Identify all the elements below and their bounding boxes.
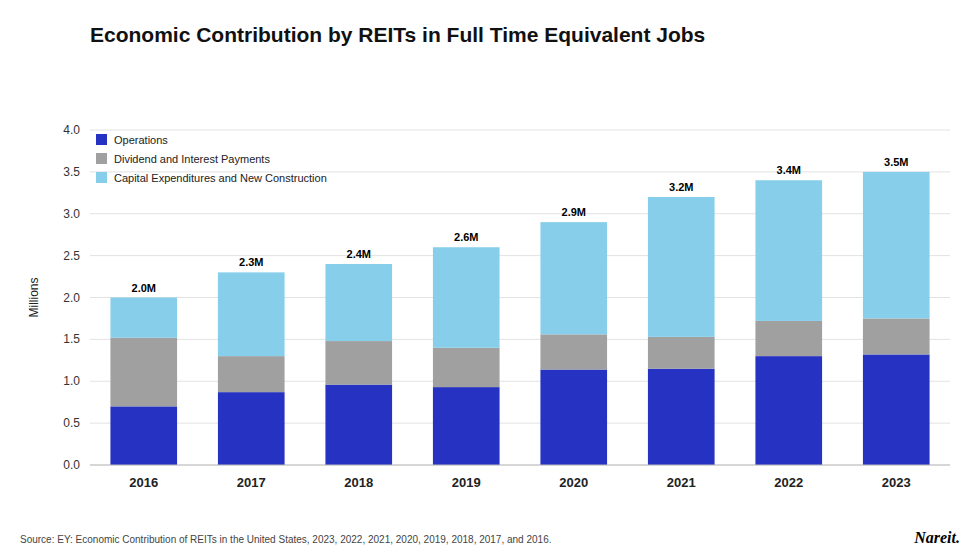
legend: Operations Dividend and Interest Payments…	[96, 134, 327, 184]
y-tick-label: 1.5	[63, 332, 80, 346]
y-axis-label: Millions	[27, 277, 41, 317]
bar-segment	[110, 338, 177, 407]
bar-segment	[325, 385, 392, 465]
bar-segment	[755, 356, 822, 465]
bar-segment	[433, 247, 500, 348]
y-grid	[90, 130, 950, 465]
total-label: 3.4M	[777, 164, 801, 176]
bar-segment	[755, 321, 822, 356]
y-tick-label: 3.5	[63, 165, 80, 179]
legend-item: Capital Expenditures and New Constructio…	[96, 172, 327, 184]
y-tick-label: 2.5	[63, 249, 80, 263]
bar-segment	[540, 334, 607, 369]
chart-svg: Economic Contribution by REITs in Full T…	[0, 0, 980, 551]
x-axis-line	[90, 465, 950, 466]
total-label: 2.9M	[562, 206, 586, 218]
chart-container: Economic Contribution by REITs in Full T…	[0, 0, 980, 551]
bar-segment	[433, 387, 500, 465]
bar-segment	[433, 348, 500, 387]
x-tick-label: 2023	[882, 475, 911, 490]
bar-segment	[540, 370, 607, 465]
total-label: 2.6M	[454, 231, 478, 243]
y-tick-label: 0.5	[63, 416, 80, 430]
bar-segment	[540, 222, 607, 334]
source-note: Source: EY: Economic Contribution of REI…	[20, 534, 551, 545]
x-tick-label: 2018	[344, 475, 373, 490]
bar-segment	[218, 392, 285, 465]
total-label: 2.3M	[239, 256, 263, 268]
y-tick-label: 4.0	[63, 123, 80, 137]
x-tick-label: 2019	[452, 475, 481, 490]
bar-segment	[325, 264, 392, 341]
brand-note: Nareit.	[913, 529, 960, 546]
y-tick-label: 0.0	[63, 458, 80, 472]
x-tick-label: 2016	[129, 475, 158, 490]
legend-swatch	[96, 172, 107, 183]
x-tick-label: 2022	[774, 475, 803, 490]
bar-segment	[863, 318, 930, 354]
legend-swatch	[96, 134, 107, 145]
bars	[110, 172, 929, 465]
bar-segment	[110, 406, 177, 465]
total-label: 2.0M	[132, 282, 156, 294]
chart-title: Economic Contribution by REITs in Full T…	[90, 23, 705, 46]
bar-segment	[325, 341, 392, 385]
total-label: 3.2M	[669, 181, 693, 193]
bar-segment	[218, 356, 285, 392]
total-label: 2.4M	[347, 248, 371, 260]
y-tick-label: 2.0	[63, 291, 80, 305]
bar-segment	[648, 369, 715, 465]
legend-swatch	[96, 153, 107, 164]
bar-segment	[218, 272, 285, 356]
legend-label: Dividend and Interest Payments	[114, 153, 270, 165]
bar-segment	[648, 337, 715, 369]
legend-item: Operations	[96, 134, 168, 146]
x-tick-label: 2020	[559, 475, 588, 490]
bar-segment	[863, 354, 930, 465]
bar-segment	[110, 298, 177, 338]
y-tick-label: 3.0	[63, 207, 80, 221]
bar-segment	[863, 172, 930, 319]
legend-label: Capital Expenditures and New Constructio…	[114, 172, 327, 184]
legend-label: Operations	[114, 134, 168, 146]
bar-segment	[755, 180, 822, 321]
y-tick-label: 1.0	[63, 374, 80, 388]
bar-segment	[648, 197, 715, 337]
total-label: 3.5M	[884, 156, 908, 168]
x-tick-label: 2017	[237, 475, 266, 490]
x-tick-label: 2021	[667, 475, 696, 490]
grid-line	[90, 130, 950, 131]
grid-line	[90, 465, 950, 466]
legend-item: Dividend and Interest Payments	[96, 153, 270, 165]
